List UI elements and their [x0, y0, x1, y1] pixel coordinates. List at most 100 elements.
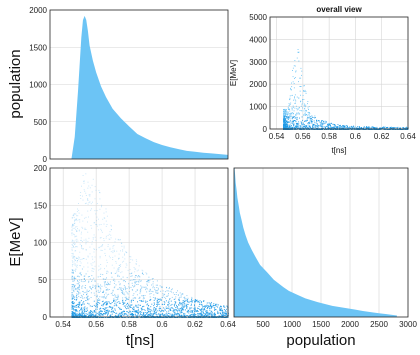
scatter-point	[146, 288, 148, 290]
scatter-point	[302, 119, 303, 121]
scatter-point	[283, 112, 285, 114]
scatter-point	[311, 116, 313, 118]
scatter-point	[89, 194, 91, 196]
scatter-point	[114, 241, 116, 243]
scatter-point	[143, 296, 145, 298]
scatter-point	[161, 297, 163, 299]
scatter-point	[79, 219, 81, 221]
scatter-point	[85, 313, 87, 315]
scatter-point	[160, 310, 162, 312]
scatter-point	[312, 124, 313, 126]
scatter-point	[113, 299, 115, 301]
scatter-point	[124, 302, 126, 304]
scatter-point	[105, 304, 107, 306]
scatter-point	[316, 129, 317, 130]
scatter-point	[207, 305, 209, 307]
scatter-point	[196, 300, 198, 302]
scatter-point	[75, 226, 77, 228]
scatter-point	[80, 315, 81, 317]
scatter-point	[77, 294, 79, 296]
scatter-point	[305, 109, 307, 111]
scatter-point	[111, 229, 112, 231]
scatter-point	[106, 284, 108, 286]
scatter-point	[156, 290, 158, 292]
scatter-point	[184, 315, 186, 317]
scatter-point	[99, 286, 101, 288]
scatter-point	[302, 122, 304, 124]
scatter-point	[76, 260, 78, 261]
scatter-point	[210, 303, 212, 305]
scatter-point	[322, 123, 323, 125]
scatter-point	[300, 94, 301, 96]
scatter-point	[212, 313, 214, 315]
scatter-point	[71, 276, 73, 277]
scatter-point	[97, 301, 98, 303]
scatter-point	[124, 313, 125, 315]
scatter-point	[105, 298, 107, 299]
scatter-point	[100, 284, 101, 286]
scatter-point	[135, 268, 137, 270]
scatter-point	[203, 306, 205, 308]
scatter-point	[219, 315, 220, 317]
scatter-point	[399, 128, 400, 129]
scatter-point	[154, 298, 156, 300]
scatter-point	[83, 312, 85, 314]
scatter-point	[82, 302, 84, 304]
scatter-point	[288, 103, 290, 105]
scatter-point	[104, 317, 106, 318]
scatter-point	[201, 315, 203, 317]
scatter-point	[177, 290, 178, 292]
scatter-point	[71, 293, 73, 295]
scatter-point	[125, 289, 127, 291]
scatter-point	[118, 281, 120, 283]
scatter-point	[112, 317, 114, 318]
scatter-point	[301, 123, 303, 125]
scatter-point	[130, 307, 132, 308]
scatter-point	[193, 312, 195, 314]
scatter-point	[122, 293, 123, 294]
scatter-point	[180, 303, 182, 305]
scatter-point	[99, 302, 101, 304]
scatter-point	[110, 234, 112, 236]
scatter-point	[205, 310, 207, 312]
scatter-point	[198, 305, 200, 307]
scatter-point	[398, 129, 400, 130]
scatter-point	[347, 127, 349, 129]
scatter-point	[300, 100, 302, 102]
scatter-point	[122, 313, 124, 315]
scatter-point	[73, 296, 75, 298]
scatter-point	[121, 308, 122, 310]
scatter-point	[74, 289, 76, 291]
scatter-point	[283, 111, 285, 112]
scatter-point	[402, 129, 404, 130]
scatter-point	[100, 224, 102, 225]
scatter-point	[73, 246, 74, 247]
scatter-point	[303, 90, 304, 92]
scatter-point	[127, 307, 129, 309]
scatter-point	[306, 120, 307, 122]
scatter-point	[76, 306, 78, 308]
scatter-point	[71, 232, 73, 234]
scatter-point	[306, 114, 308, 115]
scatter-point	[117, 238, 119, 240]
scatter-point	[79, 257, 81, 259]
scatter-point	[100, 315, 102, 317]
scatter-point	[294, 117, 296, 119]
scatter-point	[212, 317, 214, 318]
scatter-point	[92, 313, 94, 315]
scatter-point	[283, 119, 285, 121]
scatter-point	[85, 229, 87, 230]
scatter-point	[192, 315, 194, 317]
scatter-point	[139, 290, 141, 292]
scatter-point	[345, 129, 347, 130]
scatter-point	[391, 127, 393, 129]
scatter-point	[137, 312, 139, 313]
scatter-point	[78, 209, 80, 211]
scatter-point	[166, 290, 168, 292]
scatter-point	[71, 269, 73, 271]
scatter-point	[97, 302, 99, 304]
scatter-point	[122, 261, 123, 263]
scatter-point	[174, 314, 176, 316]
scatter-point	[208, 306, 210, 308]
